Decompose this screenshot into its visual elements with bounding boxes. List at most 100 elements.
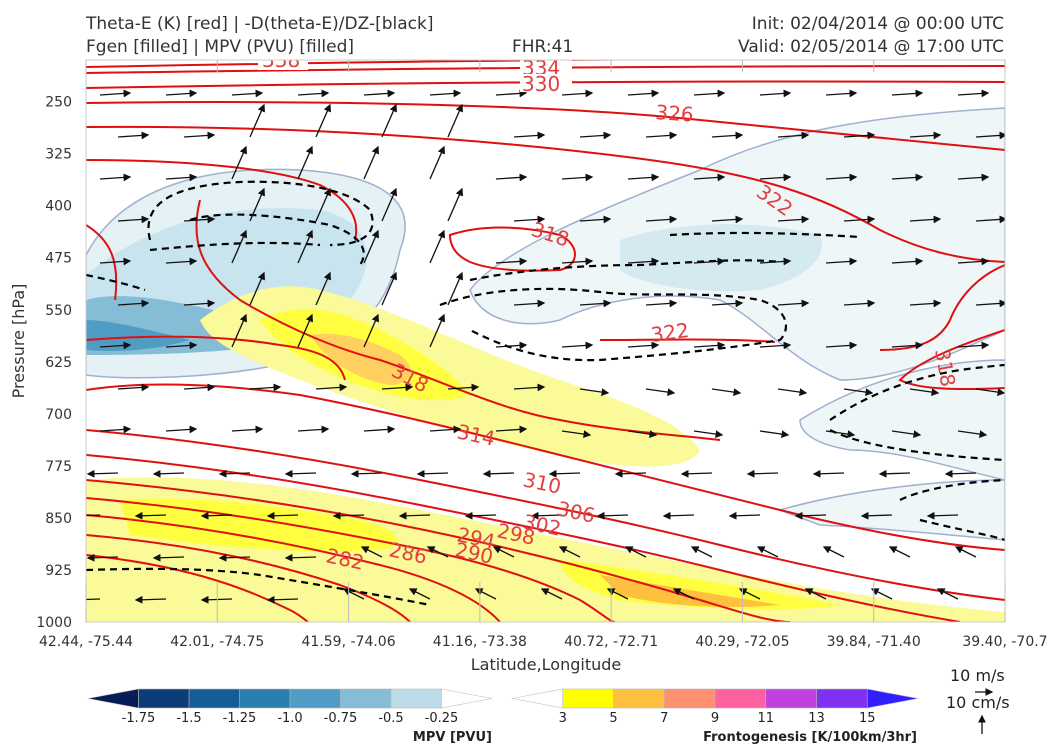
y-tick-label: 1000 <box>36 615 72 631</box>
x-tick-label: 39.40, -70.7 <box>962 634 1047 650</box>
y-tick-label: 700 <box>45 407 72 423</box>
plot-area: 338 334 330 326 322 318 322 318 314 310 … <box>86 48 1005 622</box>
wind-vector <box>645 215 678 224</box>
wind-vector <box>99 341 132 350</box>
wind-vector <box>315 271 331 306</box>
wind-vector <box>975 131 1005 140</box>
wind-vector <box>645 388 676 396</box>
valid-time: Valid: 02/05/2014 @ 17:00 UTC <box>738 37 1004 57</box>
title-line-2: Fgen [filled] | MPV (PVU) [filled] <box>86 37 355 57</box>
fgen-colorbar-tick: 15 <box>859 711 876 726</box>
mpv-colorbar-swatch <box>87 688 139 709</box>
wind-vector <box>530 511 563 520</box>
wind-vector <box>231 89 264 98</box>
wind-vector <box>99 173 132 182</box>
wind-vector <box>249 271 265 306</box>
x-axis-ticks: 42.44, -75.44 42.01, -74.75 41.59, -74.06 4… <box>39 634 1048 650</box>
wind-vector <box>200 511 233 520</box>
wind-vector <box>870 588 893 600</box>
wind-vector <box>342 588 365 600</box>
wind-vector <box>957 89 990 98</box>
mpv-colorbar-swatch <box>390 688 443 709</box>
wind-vector <box>579 215 612 224</box>
wind-vector <box>165 173 198 182</box>
wind-vector <box>416 469 449 478</box>
wind-ref-horizontal-label: 10 m/s <box>950 666 1005 685</box>
wind-vector <box>680 469 713 478</box>
mpv-colorbar-swatch <box>188 688 241 709</box>
y-tick-label: 775 <box>45 459 72 475</box>
wind-vector <box>381 271 397 306</box>
wind-vector <box>218 553 251 562</box>
mpv-colorbar-tick: -0.75 <box>324 711 358 726</box>
x-axis-title: Latitude,Longitude <box>471 655 622 674</box>
y-tick-label: 925 <box>45 563 72 579</box>
wind-vector <box>804 588 827 600</box>
fgen-colorbar-title: Frontogenesis [K/100km/3hr] <box>703 730 917 745</box>
wind-vector <box>429 145 445 180</box>
wind-vector <box>627 173 660 182</box>
fgen-colorbar-swatch <box>663 688 716 709</box>
y-tick-label: 325 <box>45 147 72 163</box>
wind-vector <box>690 546 713 558</box>
wind-vector <box>596 511 629 520</box>
wind-vector <box>266 595 299 604</box>
wind-vector <box>429 425 462 434</box>
wind-ref-vertical-label: 10 cm/s <box>946 693 1010 712</box>
wind-vector <box>878 469 911 478</box>
y-tick-label: 550 <box>45 303 72 319</box>
wind-vector <box>759 89 792 98</box>
contour-label-338: 338 <box>262 48 300 72</box>
x-tick-label: 40.29, -72.05 <box>695 634 789 650</box>
wind-vector <box>266 511 299 520</box>
wind-vector <box>540 588 563 600</box>
init-time: Init: 02/04/2014 @ 00:00 UTC <box>751 14 1004 34</box>
x-tick-label: 42.44, -75.44 <box>39 634 133 650</box>
wind-vector <box>975 215 1005 224</box>
wind-vector <box>363 425 396 434</box>
wind-vector <box>99 89 132 98</box>
wind-vector <box>561 257 594 266</box>
wind-vector <box>957 430 988 438</box>
wind-vector <box>297 229 313 264</box>
wind-vector <box>495 425 528 434</box>
wind-vector <box>891 341 924 350</box>
wind-vector <box>315 103 331 138</box>
wind-vector <box>363 229 379 264</box>
fgen-colorbar-tick: 3 <box>559 711 567 726</box>
y-tick-label: 400 <box>45 199 72 215</box>
wind-vector <box>728 511 761 520</box>
contour-label-group: 338 334 330 326 322 318 322 318 314 310 … <box>258 48 960 575</box>
wind-vector <box>909 299 942 308</box>
wind-reference: 10 m/s 10 cm/s <box>946 666 1010 734</box>
wind-vector <box>627 430 658 438</box>
wind-vector <box>117 299 150 308</box>
wind-vector <box>746 469 779 478</box>
fgen-colorbar-swatch <box>866 688 919 709</box>
wind-vector <box>909 388 940 396</box>
fgen-colorbar-swatch <box>562 688 615 709</box>
wind-vector <box>249 187 265 222</box>
wind-vector <box>627 89 660 98</box>
fgen-colorbar-swatch <box>765 688 818 709</box>
wind-vector <box>825 257 858 266</box>
wind-vector <box>165 341 198 350</box>
wind-vector <box>975 299 1005 308</box>
contour-label-322-mid: 322 <box>649 318 690 347</box>
wind-vector <box>561 89 594 98</box>
wind-vector <box>812 469 845 478</box>
wind-vector <box>975 388 1005 396</box>
wind-vector <box>492 546 515 558</box>
mpv-colorbar-tick: -0.5 <box>378 711 403 726</box>
fgen-colorbar-swatch <box>511 688 564 709</box>
wind-vector <box>474 588 497 600</box>
wind-vector <box>297 145 313 180</box>
wind-vector <box>426 546 449 558</box>
wind-vector <box>408 588 431 600</box>
wind-vector <box>693 341 726 350</box>
wind-vector <box>363 89 396 98</box>
wind-vector <box>759 173 792 182</box>
mpv-colorbar-tick: -1.75 <box>122 711 156 726</box>
wind-vector <box>429 313 445 348</box>
